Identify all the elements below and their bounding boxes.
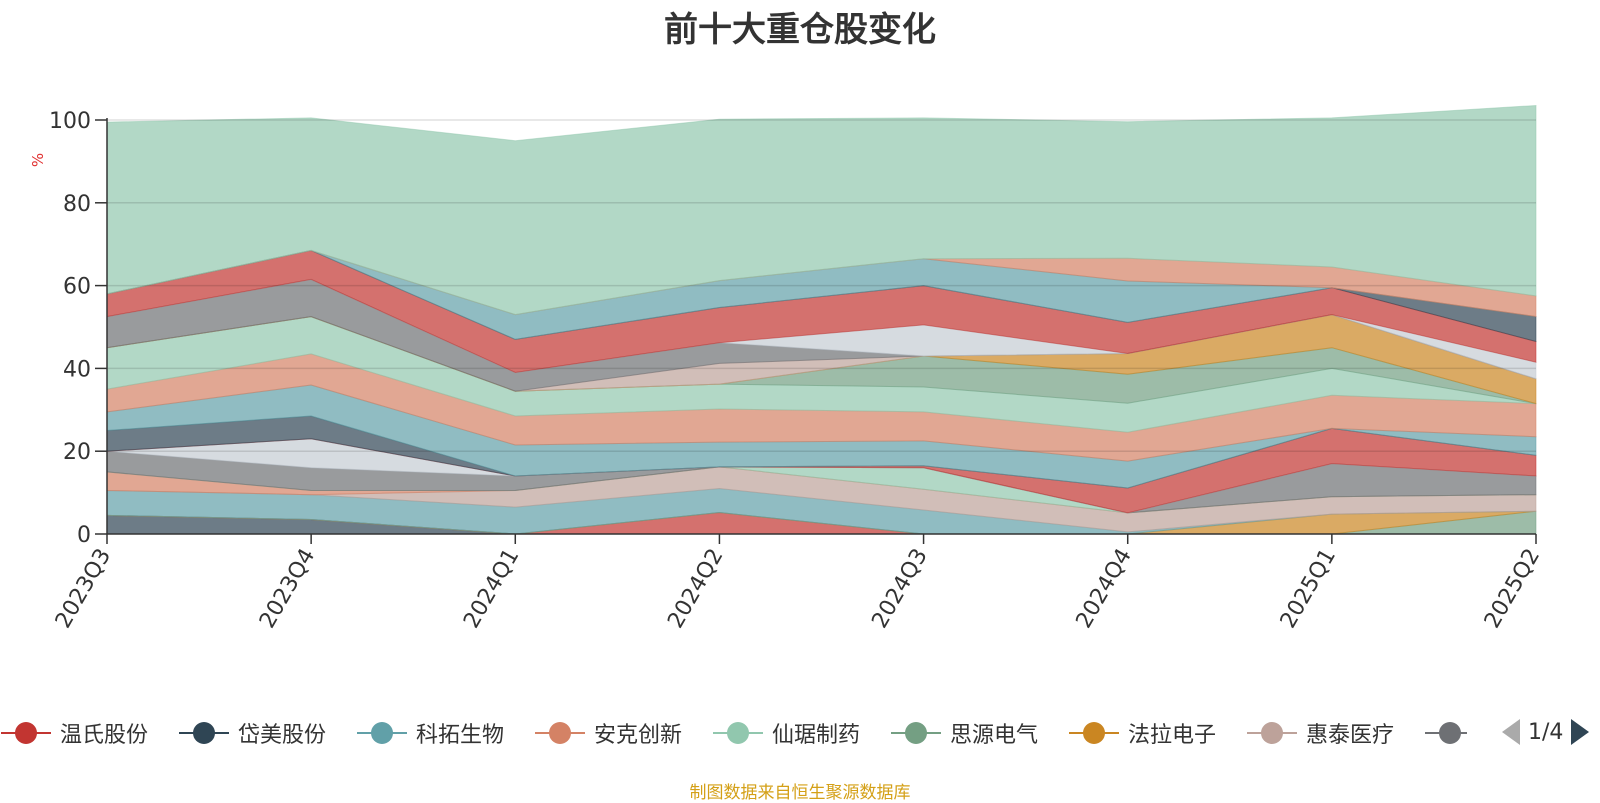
legend-marker-icon [179,722,229,744]
y-tick-label: 40 [63,357,91,382]
legend-label: 惠泰医疗 [1306,723,1395,748]
legend-item[interactable]: 安克创新 [534,713,682,753]
y-tick-label: 60 [63,275,91,300]
legend-label: 安克创新 [594,723,683,748]
legend-item[interactable]: 岱美股份 [178,713,326,753]
legend-marker-icon [1425,722,1467,744]
area-series-25 [106,104,1537,316]
legend-item[interactable]: 法拉电子 [1068,713,1216,753]
source-note: 制图数据来自恒生聚源数据库 [689,783,911,803]
legend-marker-icon [535,722,585,744]
x-tick-label: 2023Q4 [255,545,320,633]
legend-items: 温氏股份 岱美股份 科拓生物 安克创新 仙琚制药 思源电气 法拉电子 惠泰医疗 三 [0,713,1467,753]
legend-item[interactable]: 科拓生物 [356,713,504,753]
area-layers [106,104,1537,535]
x-tick-label: 2023Q3 [51,545,116,633]
chart-title: 前十大重仓股变化 [664,10,936,50]
legend-label: 法拉电子 [1128,723,1217,748]
y-tick-label: 20 [63,440,91,465]
y-axis-label: % [29,153,47,167]
legend-item[interactable]: 思源电气 [890,713,1038,753]
x-tick-label: 2024Q4 [1072,545,1137,633]
triangle-right-icon[interactable] [1569,717,1591,747]
legend-item[interactable]: 三 [1424,713,1467,753]
legend-label: 温氏股份 [60,723,149,748]
legend-marker-icon [357,722,407,744]
legend-label: 思源电气 [950,723,1039,748]
legend-pager: 1/4 [1500,717,1591,747]
triangle-left-icon[interactable] [1500,717,1522,747]
legend-item[interactable]: 温氏股份 [0,713,148,753]
y-tick-label: 100 [49,109,91,134]
x-tick-label: 2024Q1 [459,545,524,633]
legend-item[interactable]: 仙琚制药 [712,713,860,753]
x-tick-label: 2024Q2 [663,545,728,633]
legend: 温氏股份 岱美股份 科拓生物 安克创新 仙琚制药 思源电气 法拉电子 惠泰医疗 三 1/4 [0,713,1600,753]
legend-marker-icon [1247,722,1297,744]
legend-label: 科拓生物 [416,723,505,748]
y-tick-label: 0 [77,523,91,548]
legend-marker-icon [1069,722,1119,744]
y-tick-label: 80 [63,192,91,217]
x-tick-label: 2024Q3 [867,545,932,633]
x-tick-label: 2025Q2 [1480,545,1545,633]
legend-page-indicator: 1/4 [1528,719,1564,745]
legend-marker-icon [713,722,763,744]
grid-lines [107,119,1536,452]
legend-item[interactable]: 惠泰医疗 [1246,713,1394,753]
legend-marker-icon [891,722,941,744]
x-tick-label: 2025Q1 [1276,545,1341,633]
legend-label: 仙琚制药 [772,723,861,748]
legend-marker-icon [1,722,51,744]
legend-label: 岱美股份 [238,723,327,748]
